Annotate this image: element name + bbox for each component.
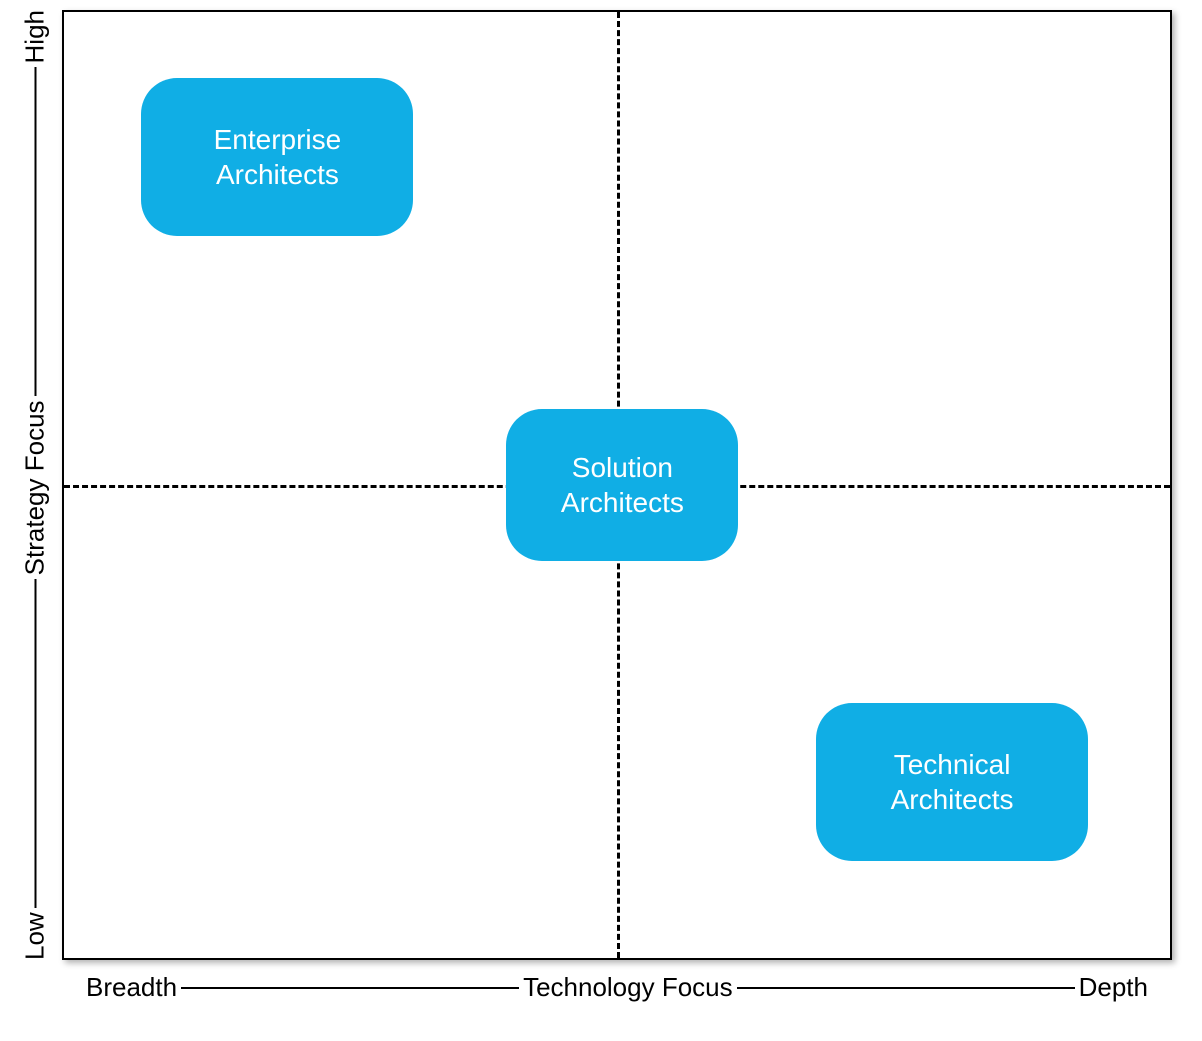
x-axis-high-label: Depth — [1079, 972, 1148, 1003]
node-label-line2: Architects — [214, 157, 342, 192]
node-label-line2: Architects — [561, 485, 684, 520]
node-label-line1: Enterprise — [214, 122, 342, 157]
y-axis-low-label: Low — [20, 912, 51, 960]
x-axis-line-2 — [737, 987, 1075, 989]
node-technical-architects: Technical Architects — [816, 703, 1088, 861]
y-axis-high-label: High — [20, 10, 51, 63]
x-axis-line-1 — [181, 987, 519, 989]
node-label-line1: Technical — [891, 747, 1014, 782]
y-axis-label: Strategy Focus — [20, 400, 51, 575]
y-axis-line-2 — [34, 67, 36, 396]
node-label-line2: Architects — [891, 782, 1014, 817]
quadrant-chart: Enterprise Architects Solution Architect… — [62, 10, 1172, 960]
node-label-line1: Solution — [561, 450, 684, 485]
x-axis-label: Technology Focus — [523, 972, 733, 1003]
y-axis-line-1 — [34, 579, 36, 908]
node-solution-architects: Solution Architects — [506, 409, 738, 561]
x-axis: Breadth Technology Focus Depth — [62, 972, 1172, 1003]
x-axis-low-label: Breadth — [86, 972, 177, 1003]
node-enterprise-architects: Enterprise Architects — [141, 78, 413, 236]
y-axis: Low Strategy Focus High — [15, 10, 55, 960]
